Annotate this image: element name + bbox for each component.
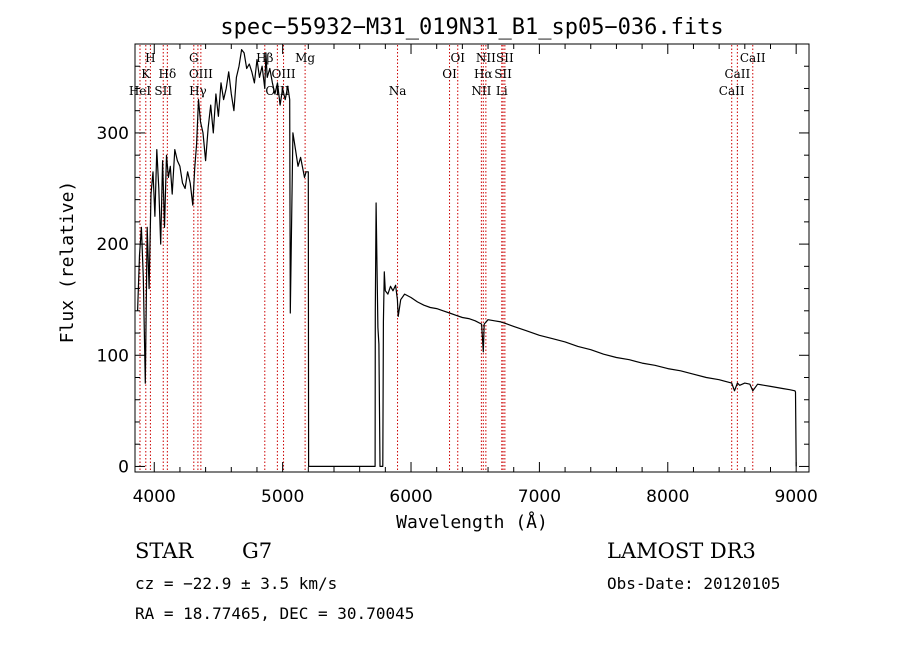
line-label-11: Mg	[295, 51, 315, 65]
line-label-1: K	[141, 67, 151, 81]
line-label-2: H	[145, 51, 155, 65]
survey-name: LAMOST DR3	[607, 539, 756, 563]
line-label-23: CaII	[740, 51, 766, 65]
line-label-6: Hγ	[189, 84, 207, 98]
obs-date: Obs-Date: 20120105	[607, 574, 781, 593]
x-tick-label-7000: 7000	[518, 487, 561, 507]
series-line-flux	[137, 49, 797, 467]
spectral-line-labels: HeIKHSIIHδGHγOIIIHβOIIIOIIIMgNaOIOINIIHα…	[129, 51, 766, 98]
y-tick-label-300: 300	[97, 124, 129, 144]
y-tick-label-100: 100	[97, 346, 129, 366]
line-label-14: OI	[450, 51, 465, 65]
line-label-13: OI	[442, 67, 457, 81]
line-label-21: CaII	[719, 84, 745, 98]
plot-frame	[134, 43, 810, 473]
y-tick-label-200: 200	[97, 235, 129, 255]
x-axis-label: Wavelength (Å)	[396, 511, 548, 533]
line-label-3: SII	[154, 84, 172, 98]
x-tick-label-4000: 4000	[133, 487, 176, 507]
x-tick-label-6000: 6000	[389, 487, 432, 507]
line-label-16: Hα	[474, 67, 493, 81]
y-axis: 0 100 200 300	[97, 65, 809, 477]
coordinates: RA = 18.77465, DEC = 30.70045	[135, 604, 415, 623]
line-label-5: G	[189, 51, 199, 65]
y-axis-label: Flux (relative)	[57, 181, 78, 344]
x-tick-label-8000: 8000	[646, 487, 689, 507]
x-tick-label-5000: 5000	[261, 487, 304, 507]
x-axis: 4000 5000 6000 7000 8000 9000	[133, 44, 818, 507]
line-label-12: Na	[389, 84, 407, 98]
redshift-cz: cz = −22.9 ± 3.5 km/s	[135, 574, 338, 593]
spectral-line-markers	[139, 45, 754, 471]
line-label-20: SII	[496, 51, 514, 65]
chart-title: spec−55932−M31_019N31_B1_sp05−036.fits	[220, 15, 723, 40]
line-label-15: NII	[471, 84, 491, 98]
line-label-17: NII	[476, 51, 496, 65]
y-tick-label-0: 0	[118, 457, 129, 477]
line-label-22: CaII	[724, 67, 750, 81]
line-label-8: Hβ	[256, 51, 273, 65]
line-label-7: OIII	[189, 67, 213, 81]
x-tick-label-9000: 9000	[775, 487, 818, 507]
series-layer	[137, 49, 797, 467]
object-class: STAR	[135, 539, 194, 563]
object-subclass: G7	[242, 539, 273, 563]
line-label-0: HeI	[129, 84, 152, 98]
line-label-10: OIII	[272, 67, 296, 81]
line-label-19: SII	[494, 67, 512, 81]
line-label-4: Hδ	[159, 67, 177, 81]
line-label-18: Li	[496, 84, 508, 98]
